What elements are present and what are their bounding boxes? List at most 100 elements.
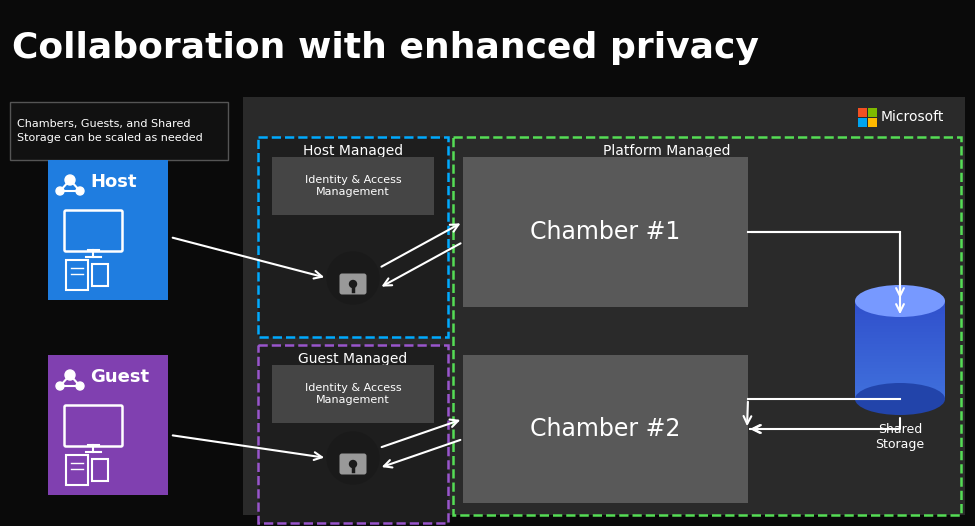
Bar [855,385,945,387]
Text: Chambers, Guests, and Shared
Storage can be scaled as needed: Chambers, Guests, and Shared Storage can… [17,119,203,143]
Bar [855,397,945,399]
Bar [855,324,945,326]
Bar [855,398,945,400]
Bar [855,319,945,320]
Ellipse shape [855,285,945,317]
Circle shape [76,187,84,195]
FancyBboxPatch shape [463,355,748,503]
Text: Chamber #1: Chamber #1 [530,220,681,244]
Bar [855,362,945,363]
FancyBboxPatch shape [48,355,168,495]
Bar [855,384,945,386]
Bar [855,371,945,372]
Bar [855,376,945,378]
Text: Host Managed: Host Managed [303,144,403,158]
Bar [855,313,945,315]
Circle shape [349,460,357,468]
Bar [855,316,945,318]
Bar [855,322,945,323]
Bar [855,338,945,339]
FancyBboxPatch shape [48,160,168,300]
FancyBboxPatch shape [463,157,748,307]
Bar [855,336,945,338]
Bar [855,360,945,361]
Bar [855,349,945,350]
Bar [855,307,945,309]
Bar [855,318,945,319]
Bar [855,320,945,321]
Circle shape [65,370,75,380]
Bar [855,330,945,331]
Bar [855,367,945,369]
Bar [855,395,945,397]
Bar [855,379,945,380]
FancyBboxPatch shape [258,345,448,523]
Bar [855,331,945,332]
Bar [855,375,945,377]
FancyBboxPatch shape [339,274,367,295]
Bar [855,357,945,359]
Bar [868,118,877,127]
Bar [855,386,945,388]
Circle shape [349,280,357,288]
Bar [855,329,945,330]
FancyBboxPatch shape [258,137,448,337]
Bar [855,312,945,313]
Bar [855,311,945,312]
Bar [855,347,945,349]
Bar [855,364,945,366]
Text: Collaboration with enhanced privacy: Collaboration with enhanced privacy [12,31,759,65]
Bar [855,309,945,310]
Bar [855,381,945,382]
Bar [855,366,945,368]
Bar [855,353,945,355]
Bar [855,354,945,356]
Bar [855,383,945,385]
Circle shape [65,175,75,185]
Text: Identity & Access
Management: Identity & Access Management [304,175,402,197]
Bar [855,351,945,352]
Bar [855,359,945,360]
Bar [855,342,945,343]
Bar [855,343,945,345]
Circle shape [56,187,64,195]
Circle shape [76,382,84,390]
Bar [855,368,945,369]
Bar [855,325,945,327]
Bar [855,394,945,396]
Bar [855,317,945,319]
Bar [855,314,945,316]
Bar [855,392,945,393]
Bar [855,374,945,376]
Bar [858,118,867,127]
Bar [855,339,945,340]
Bar [855,321,945,322]
Text: Host: Host [90,173,136,191]
Bar [855,335,945,337]
FancyBboxPatch shape [272,365,434,423]
Bar [855,388,945,389]
Bar [855,315,945,317]
FancyBboxPatch shape [243,97,965,515]
Bar [855,310,945,311]
Bar [855,363,945,365]
Bar [855,328,945,329]
Bar [855,389,945,390]
Text: Chamber #2: Chamber #2 [530,417,681,441]
Bar [855,302,945,304]
Bar [855,365,945,367]
Bar [855,333,945,335]
Text: Platform Managed: Platform Managed [603,144,730,158]
Bar [855,340,945,341]
Bar [855,382,945,383]
Bar [855,334,945,336]
Bar [855,393,945,394]
Bar [855,380,945,381]
Bar [855,345,945,347]
Bar [855,304,945,306]
Bar [855,378,945,379]
Bar [855,372,945,373]
Bar [855,337,945,339]
Circle shape [327,432,379,484]
Circle shape [56,382,64,390]
